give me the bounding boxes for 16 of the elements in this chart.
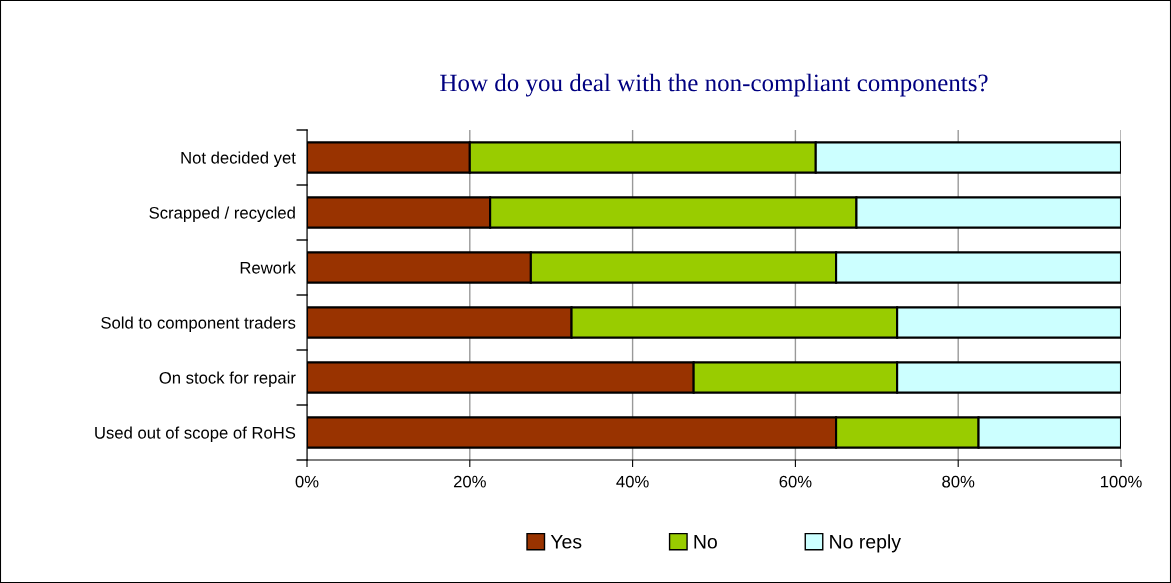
legend-label: No (694, 535, 717, 549)
y-tick-label: Scrapped / recycled (149, 206, 295, 222)
x-tick-label: 0% (295, 475, 319, 488)
legend-label: No reply (830, 534, 901, 553)
y-tick-label: On stock for repair (159, 371, 296, 387)
x-tick-label: 80% (942, 475, 975, 488)
legend-label: Yes (550, 535, 582, 549)
x-tick-label: 40% (616, 475, 649, 488)
y-tick-label: Not decided yet (181, 151, 296, 167)
y-tick-label: Used out of scope of RoHS (95, 426, 296, 442)
x-tick-label: 100% (1100, 475, 1142, 488)
chart-title: How do you deal with the non-compliant components? (440, 73, 988, 97)
y-tick-label: Rework (240, 261, 296, 274)
x-tick-label: 20% (453, 475, 486, 488)
x-tick-label: 60% (779, 475, 812, 488)
y-tick-label: Sold to component traders (101, 316, 296, 332)
